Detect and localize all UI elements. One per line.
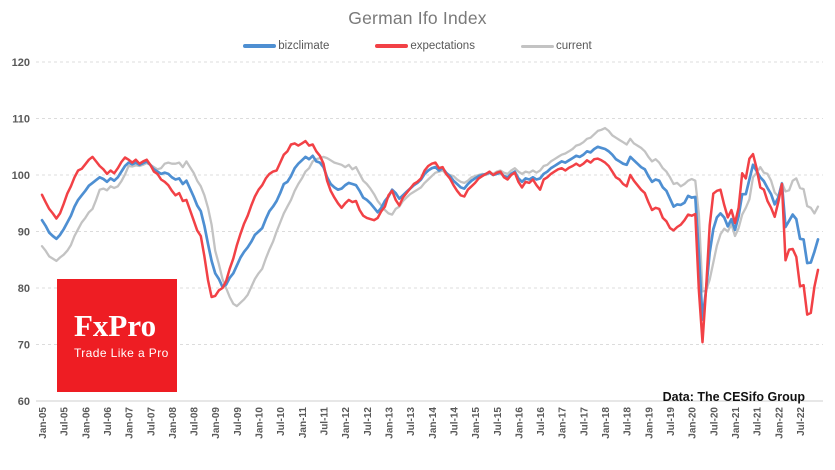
x-axis-label: Jul-09 — [233, 407, 244, 436]
x-axis-label: Jul-11 — [320, 407, 331, 436]
series-line-bizclimate — [40, 145, 820, 321]
y-axis-label: 110 — [12, 114, 30, 126]
x-axis-label: Jan-17 — [558, 407, 569, 439]
x-axis-label: Jul-12 — [363, 407, 374, 436]
x-axis-label: Jan-19 — [644, 407, 655, 439]
x-axis-label: Jul-16 — [536, 407, 547, 436]
x-axis-label: Jan-14 — [428, 407, 439, 439]
x-axis-label: Jul-19 — [666, 407, 677, 436]
x-axis-label: Jan-06 — [81, 407, 92, 439]
x-axis-label: Jul-07 — [146, 407, 157, 436]
x-axis-label: Jan-10 — [255, 407, 266, 439]
x-axis-label: Jul-13 — [406, 407, 417, 436]
bizclimate-line-swatch — [243, 44, 277, 48]
legend-label: expectations — [410, 40, 475, 52]
x-axis-label: Jul-14 — [449, 407, 460, 436]
x-axis-label: Jul-22 — [796, 407, 807, 436]
x-axis-label: Jul-10 — [276, 407, 287, 436]
x-axis-label: Jan-12 — [341, 407, 352, 439]
x-axis-label: Jan-11 — [298, 407, 309, 439]
x-axis-label: Jan-16 — [514, 407, 525, 439]
y-axis-label: 70 — [18, 340, 30, 352]
chart-title: German Ifo Index — [348, 8, 487, 28]
x-axis-label: Jul-08 — [190, 407, 201, 436]
y-axis-label: 60 — [18, 396, 30, 408]
series-line-expectations — [40, 139, 820, 344]
x-axis-label: Jan-21 — [731, 407, 742, 439]
y-axis-label: 120 — [12, 57, 30, 69]
series-line-current — [40, 126, 820, 308]
x-axis-label: Jan-07 — [125, 407, 136, 439]
legend-item-bizclimate[interactable]: bizclimate — [243, 40, 329, 52]
legend-item-expectations[interactable]: expectations — [375, 40, 475, 52]
x-axis-label: Jan-08 — [168, 407, 179, 439]
x-axis-label: Jul-05 — [60, 407, 71, 436]
x-axis-label: Jan-15 — [471, 407, 482, 439]
y-axis-label: 100 — [12, 170, 30, 182]
legend-label: current — [555, 40, 592, 52]
expectations-line-swatch — [375, 44, 409, 48]
x-axis-label: Jan-22 — [774, 407, 785, 439]
x-axis-label: Jan-05 — [38, 407, 49, 439]
x-axis-label: Jul-20 — [709, 407, 720, 436]
x-axis-label: Jan-18 — [601, 407, 612, 439]
x-axis-label: Jan-20 — [688, 407, 699, 439]
x-axis-label: Jul-06 — [103, 407, 114, 436]
chart-legend: bizclimate expectations current — [0, 40, 835, 52]
fxpro-logo: FxPro Trade Like a Pro — [57, 279, 177, 392]
x-axis-label: Jul-15 — [493, 407, 504, 436]
current-line-swatch — [520, 44, 554, 48]
legend-item-current[interactable]: current — [520, 40, 592, 52]
x-axis-label: Jul-18 — [623, 407, 634, 436]
fxpro-wordmark: FxPro — [74, 308, 157, 343]
data-source-note: Data: The CESifo Group — [662, 390, 805, 404]
legend-label: bizclimate — [278, 40, 330, 52]
fxpro-tagline: Trade Like a Pro — [74, 346, 169, 361]
y-axis-label: 90 — [18, 227, 30, 239]
x-axis-label: Jul-17 — [579, 407, 590, 436]
y-axis-label: 80 — [18, 283, 30, 295]
x-axis-label: Jan-09 — [211, 407, 222, 439]
x-axis-label: Jan-13 — [384, 407, 395, 439]
x-axis-label: Jul-21 — [753, 407, 764, 436]
